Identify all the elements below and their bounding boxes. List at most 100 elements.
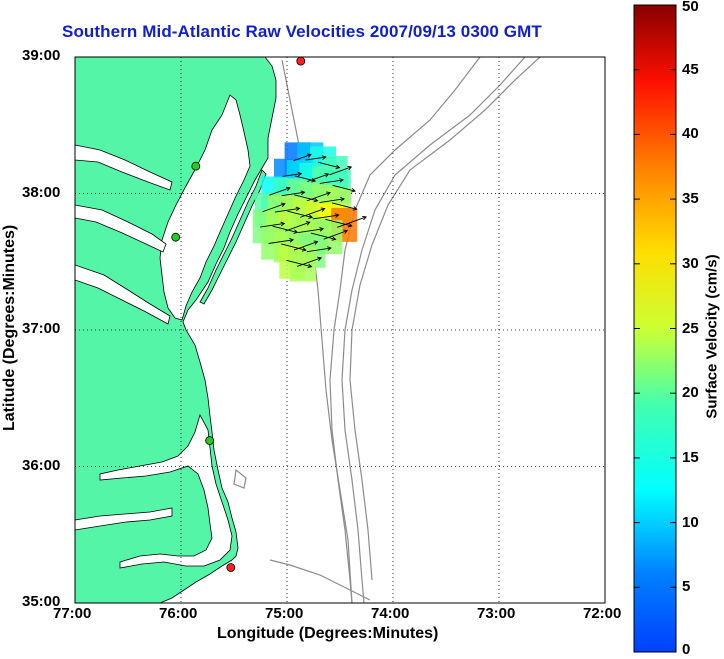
x-axis-label: Longitude (Degrees:Minutes) (217, 625, 439, 642)
green-station (191, 161, 201, 171)
x-tick-label: 76:00 (159, 605, 198, 622)
velocity-arrow-head (306, 153, 312, 158)
velocity-arrow-head (331, 236, 337, 241)
red-station (226, 563, 236, 572)
colorbar-tick-label: 35 (682, 190, 699, 208)
velocity-arrow (319, 198, 345, 203)
colorbar-tick-label: 20 (682, 384, 699, 402)
velocity-arrow-head (334, 213, 340, 218)
velocity-arrow (285, 221, 310, 232)
velocity-arrow-head (343, 229, 349, 234)
x-tick-label: 72:00 (583, 605, 622, 622)
velocity-arrow (325, 218, 352, 227)
velocity-arrow (286, 259, 312, 268)
velocity-arrow-head (324, 172, 330, 178)
bathymetry (233, 57, 541, 603)
velocity-arrow (262, 203, 286, 213)
velocity-arrow-head (289, 237, 295, 243)
x-tick-label: 75:00 (265, 605, 304, 622)
colorbar-tick-label: 40 (682, 125, 699, 143)
velocity-arrow-head (308, 214, 314, 219)
x-tick-label: 74:00 (371, 605, 410, 622)
colorbar-tick-label: 0 (682, 641, 691, 658)
colorbar-tick-label: 5 (682, 578, 691, 596)
velocity-arrow (332, 184, 356, 192)
velocity-field (252, 142, 368, 282)
velocity-arrow-head (307, 263, 313, 269)
green-station (205, 436, 215, 445)
velocity-arrow (294, 194, 318, 202)
x-tick-label: 77:00 (53, 605, 92, 622)
velocity-arrow (281, 243, 306, 251)
velocity-arrow (282, 173, 302, 177)
velocity-arrow-head (347, 165, 353, 171)
colorbar-tick-label: 25 (682, 319, 699, 337)
colorbar-tick-label: 15 (682, 448, 699, 466)
velocity-arrow (268, 239, 294, 244)
velocity-arrow (337, 216, 367, 228)
bay-arm (75, 264, 171, 325)
velocity-arrow (329, 166, 352, 176)
velocity-arrow (287, 210, 313, 218)
velocity-arrow-head (313, 197, 319, 203)
velocity-arrow-head (362, 215, 368, 221)
colorbar-tick-label: 30 (682, 254, 699, 272)
velocity-arrow-head (285, 186, 291, 192)
y-axis-label: Latitude (Degrees:Minutes) (1, 224, 18, 431)
velocity-arrow-head (280, 202, 286, 207)
velocity-arrow (310, 232, 336, 240)
velocity-arrow (298, 228, 324, 234)
velocity-arrow-head (320, 207, 326, 212)
colorbar-tick-label: 45 (682, 60, 699, 78)
velocity-arrow-head (339, 178, 344, 183)
green-station (171, 232, 181, 242)
map-title: Southern Mid-Atlantic Raw Velocities 200… (62, 22, 542, 41)
velocity-arrow (269, 187, 291, 196)
velocity-arrow-head (327, 246, 332, 251)
velocity-arrow (260, 223, 285, 228)
velocity-arrow-head (300, 190, 306, 195)
y-tick-label: 35:00 (22, 593, 61, 610)
velocity-arrow (296, 257, 322, 267)
velocity-arrow (306, 247, 332, 253)
velocity-arrow-head (335, 164, 341, 170)
bay-arm (75, 204, 167, 253)
velocity-arrow (272, 225, 298, 233)
plot-frame (74, 56, 606, 604)
velocity-arrow (319, 179, 344, 184)
velocity-arrow-head (326, 191, 331, 196)
velocity-arrow (293, 154, 312, 162)
colorbar (633, 4, 677, 653)
velocity-arrow (323, 230, 348, 240)
x-tick-label: 73:00 (477, 605, 516, 622)
velocity-arrow (331, 202, 357, 210)
velocity-arrow-head (317, 256, 323, 262)
velocity-arrow (274, 207, 300, 213)
velocity-arrow-head (297, 171, 303, 177)
y-tick-label: 38:00 (22, 183, 61, 201)
y-tick-label: 36:00 (22, 456, 61, 474)
velocity-arrow (307, 173, 329, 183)
colorbar-label: Surface Velocity (cm/s) (703, 254, 721, 419)
velocity-arrow-head (340, 197, 345, 202)
velocity-arrow-head (319, 227, 325, 232)
velocity-arrow (281, 191, 305, 197)
velocity-arrow-head (313, 240, 319, 245)
map-layers (75, 57, 605, 603)
velocity-arrow (317, 161, 340, 169)
velocity-arrow-head (305, 221, 311, 226)
station-markers (171, 57, 306, 572)
velocity-arrow-head (293, 229, 299, 234)
colorbar-tick-label: 10 (682, 513, 699, 531)
velocity-arrow-head (321, 155, 327, 160)
red-station (296, 57, 306, 66)
velocity-arrow (293, 241, 318, 251)
velocity-arrow (305, 156, 326, 161)
colorbar-tick-label: 50 (682, 0, 699, 15)
velocity-arrow-head (351, 187, 356, 193)
bay-arm (75, 144, 173, 191)
velocity-arrow (312, 214, 339, 220)
barrier-island (199, 169, 267, 305)
velocity-arrow-head (295, 206, 301, 212)
